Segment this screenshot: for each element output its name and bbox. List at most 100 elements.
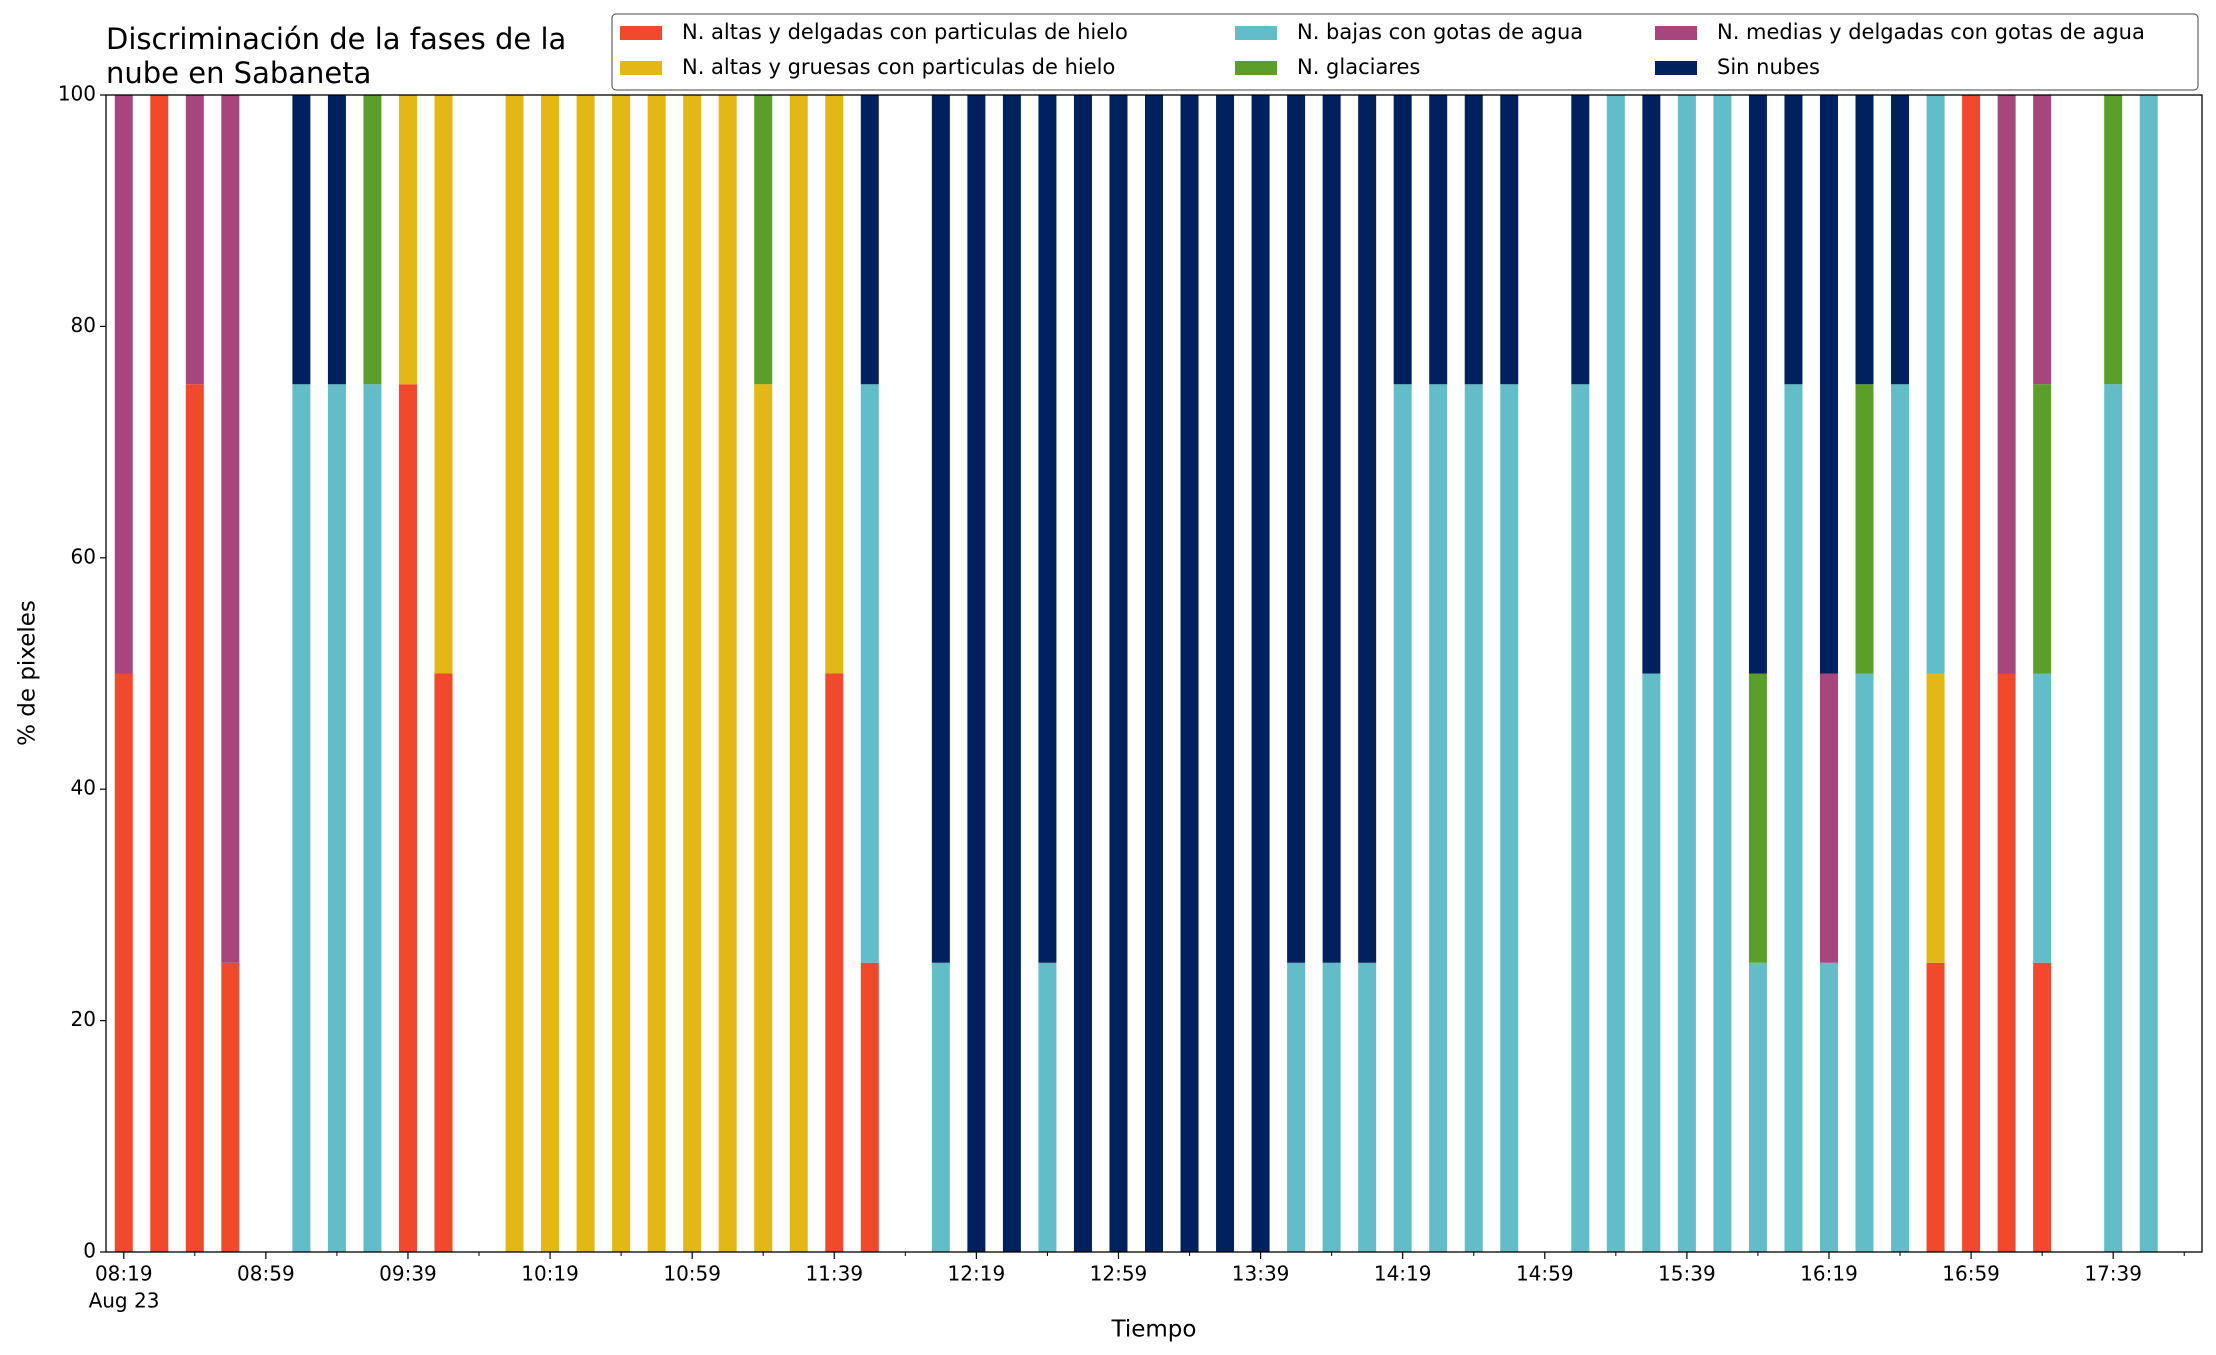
legend-box bbox=[611, 13, 2199, 91]
bar-segment bbox=[1358, 962, 1377, 1252]
bar-segment bbox=[612, 95, 631, 1252]
bar-segment bbox=[1642, 95, 1661, 674]
bar-segment bbox=[541, 95, 560, 1252]
x-tick-label: 13:39 bbox=[1232, 1262, 1290, 1286]
bar-segment bbox=[1855, 384, 1874, 674]
bar-segment bbox=[505, 95, 524, 1252]
bar-segment bbox=[1642, 673, 1661, 1252]
bar-segment bbox=[1571, 384, 1590, 1252]
y-tick-label: 20 bbox=[71, 1007, 96, 1031]
bar-segment bbox=[2033, 384, 2052, 674]
bar-segment bbox=[434, 95, 453, 674]
bar-segment bbox=[114, 95, 133, 674]
plot-frame bbox=[105, 94, 2203, 1253]
bar-segment bbox=[1748, 95, 1767, 674]
bar-segment bbox=[1429, 95, 1448, 385]
bar-segment bbox=[1926, 962, 1945, 1252]
bar-segment bbox=[931, 962, 950, 1252]
bar-segment bbox=[1606, 95, 1625, 1252]
bar-segment bbox=[1500, 384, 1519, 1252]
bar-segment bbox=[2033, 673, 2052, 963]
bar-segment bbox=[860, 962, 879, 1252]
legend-label: Sin nubes bbox=[1717, 55, 1820, 79]
legend-label: N. altas y gruesas con particulas de hie… bbox=[682, 55, 1115, 79]
bar-segment bbox=[1216, 95, 1235, 1252]
x-tick-label: 11:39 bbox=[805, 1262, 863, 1286]
x-tick-label: 08:19 bbox=[95, 1262, 153, 1286]
bar-segment bbox=[1038, 962, 1057, 1252]
bar-segment bbox=[754, 384, 773, 1252]
x-tick-label: 12:19 bbox=[948, 1262, 1006, 1286]
bar-segment bbox=[1287, 962, 1306, 1252]
bar-segment bbox=[683, 95, 702, 1252]
bar-segment bbox=[754, 95, 773, 385]
bar-segment bbox=[2033, 962, 2052, 1252]
bar-segment bbox=[860, 95, 879, 385]
bar-segment bbox=[1713, 95, 1732, 1252]
bar-segment bbox=[1464, 384, 1483, 1252]
bar-segment bbox=[1002, 95, 1021, 1252]
bar-segment bbox=[789, 95, 808, 1252]
legend-swatch bbox=[1235, 61, 1277, 75]
x-tick-label: 14:19 bbox=[1374, 1262, 1432, 1286]
bar-segment bbox=[1358, 95, 1377, 963]
bar-segment bbox=[1784, 95, 1803, 385]
date-label: Aug 23 bbox=[89, 1289, 160, 1313]
x-tick-label: 16:59 bbox=[1942, 1262, 2000, 1286]
bar-segment bbox=[1855, 95, 1874, 385]
x-tick-label: 17:39 bbox=[2084, 1262, 2142, 1286]
bar-segment bbox=[1677, 95, 1696, 1252]
bar-segment bbox=[1322, 962, 1341, 1252]
bar-segment bbox=[114, 673, 133, 1252]
legend-label: N. glaciares bbox=[1297, 55, 1420, 79]
bar-segment bbox=[825, 95, 844, 674]
legend-label: N. bajas con gotas de agua bbox=[1297, 20, 1583, 44]
chart-title: Discriminación de la fases de la nube en… bbox=[106, 22, 567, 90]
bar-segment bbox=[150, 95, 169, 1252]
x-tick-label: 08:59 bbox=[237, 1262, 295, 1286]
bar-segment bbox=[967, 95, 986, 1252]
bar-segment bbox=[327, 384, 346, 1252]
bar-segment bbox=[1891, 95, 1910, 385]
x-tick-label: 14:59 bbox=[1516, 1262, 1574, 1286]
x-axis-label: Tiempo bbox=[1111, 1317, 1197, 1343]
y-axis-label: % de pixeles bbox=[15, 600, 41, 746]
x-tick-label: 09:39 bbox=[379, 1262, 437, 1286]
bar-segment bbox=[1571, 95, 1590, 385]
bar-segment bbox=[185, 95, 204, 385]
bar-segment bbox=[292, 384, 311, 1252]
bar-segment bbox=[1748, 962, 1767, 1252]
bar-segment bbox=[1962, 95, 1981, 1252]
bar-segment bbox=[2104, 384, 2123, 1252]
bar-segment bbox=[1997, 673, 2016, 1252]
bar-segment bbox=[221, 962, 240, 1252]
bar-segment bbox=[1855, 673, 1874, 1252]
x-tick-label: 16:19 bbox=[1800, 1262, 1858, 1286]
bar-segment bbox=[292, 95, 311, 385]
bar-segment bbox=[1784, 384, 1803, 1252]
x-tick-label: 15:39 bbox=[1658, 1262, 1716, 1286]
bar-segment bbox=[825, 673, 844, 1252]
bar-segment bbox=[1251, 95, 1270, 1252]
bar-segment bbox=[860, 384, 879, 963]
legend-swatch bbox=[1655, 61, 1697, 75]
bar-segment bbox=[185, 384, 204, 1252]
bar-segment bbox=[1891, 384, 1910, 1252]
legend-swatch bbox=[1655, 26, 1697, 40]
bar-segment bbox=[1145, 95, 1163, 1252]
bar-segment bbox=[1429, 384, 1448, 1252]
legend-swatch bbox=[620, 61, 662, 75]
y-tick-label: 80 bbox=[71, 313, 96, 337]
y-tick-label: 40 bbox=[71, 776, 96, 800]
legend-swatch bbox=[1235, 26, 1277, 40]
y-tick-label: 0 bbox=[83, 1239, 96, 1263]
bar-segment bbox=[363, 95, 382, 385]
bar-segment bbox=[398, 384, 417, 1252]
bar-segment bbox=[931, 95, 950, 963]
bar-segment bbox=[1500, 95, 1519, 385]
bar-segment bbox=[1322, 95, 1341, 963]
bar-segment bbox=[327, 95, 346, 385]
bar-segment bbox=[576, 95, 595, 1252]
bar-segment bbox=[1464, 95, 1483, 385]
